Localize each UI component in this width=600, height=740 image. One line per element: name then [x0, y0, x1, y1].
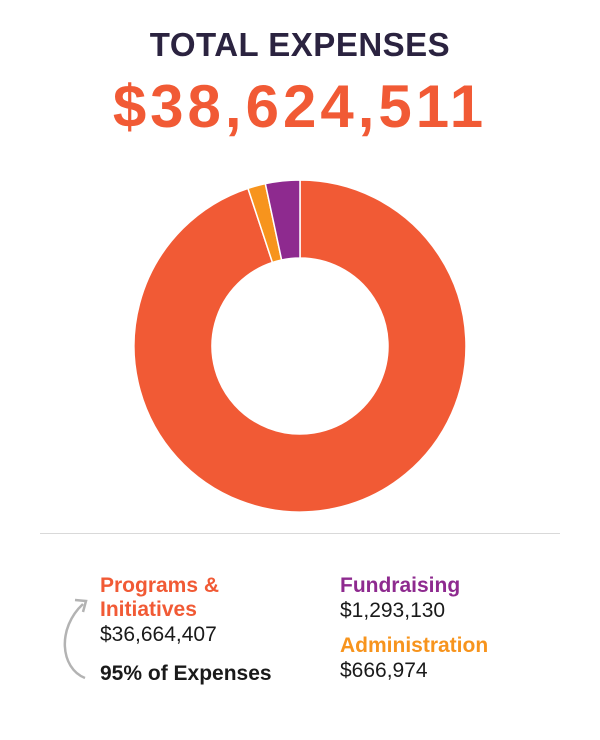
donut-slice-programs-initiatives [133, 179, 467, 513]
legend-programs-amount: $36,664,407 [100, 623, 217, 646]
legend-programs: Programs & Initiatives $36,664,407 95% o… [100, 574, 320, 686]
legend-administration-amount: $666,974 [340, 659, 428, 682]
legend-fundraising-name: Fundraising [340, 574, 461, 597]
curved-arrow-icon [63, 598, 88, 680]
total-amount: $38,624,511 [112, 73, 488, 140]
divider [40, 533, 560, 534]
chart-title: TOTAL EXPENSES [149, 26, 451, 63]
legend-right: Fundraising $1,293,130 Administration $6… [340, 574, 580, 684]
legend-programs-share: 95% of Expenses [100, 662, 272, 685]
legend-fundraising-amount: $1,293,130 [340, 599, 446, 622]
legend-programs-name: Programs & Initiatives [100, 574, 220, 621]
legend-administration-name: Administration [340, 634, 489, 657]
expenses-donut-chart [133, 179, 467, 513]
donut-slice-fundraising [264, 179, 301, 261]
